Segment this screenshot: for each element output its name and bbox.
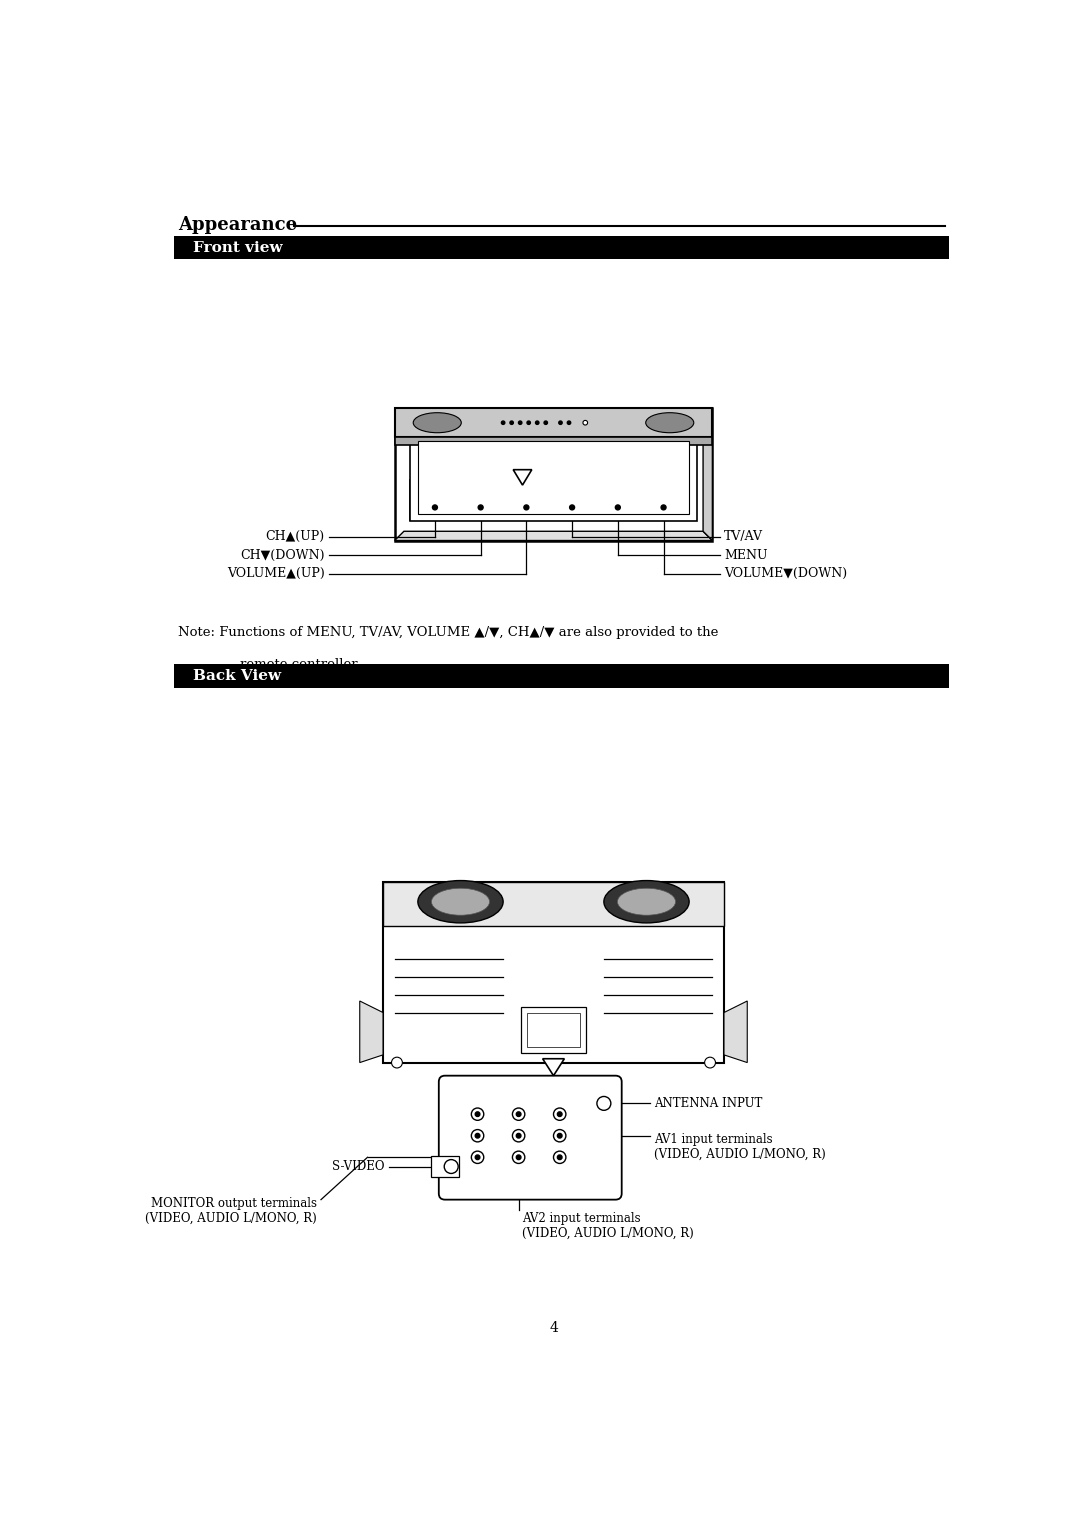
Text: AV2
IN: AV2 IN <box>513 1089 525 1098</box>
Circle shape <box>658 502 670 513</box>
Circle shape <box>518 421 522 425</box>
Text: AV1 input terminals
(VIDEO, AUDIO L/MONO, R): AV1 input terminals (VIDEO, AUDIO L/MONO… <box>654 1133 826 1161</box>
Circle shape <box>583 420 588 425</box>
Text: POWER SWITCH: POWER SWITCH <box>569 464 672 478</box>
Circle shape <box>566 502 578 513</box>
Circle shape <box>558 421 563 425</box>
Circle shape <box>616 505 620 510</box>
Text: CH▲: CH▲ <box>426 486 444 493</box>
Bar <box>521 1008 586 1054</box>
Text: MONITOR output terminals
(VIDEO, AUDIO L/MONO, R): MONITOR output terminals (VIDEO, AUDIO L… <box>146 1197 318 1225</box>
Circle shape <box>475 1112 480 1116</box>
Circle shape <box>444 1159 458 1173</box>
Circle shape <box>510 421 513 425</box>
Text: AV2 input terminals
(VIDEO, AUDIO L/MONO, R): AV2 input terminals (VIDEO, AUDIO L/MONO… <box>523 1212 694 1240</box>
Bar <box>410 434 697 521</box>
Circle shape <box>567 421 570 425</box>
Circle shape <box>661 505 666 510</box>
Ellipse shape <box>604 881 689 922</box>
Circle shape <box>475 1154 480 1159</box>
Polygon shape <box>703 408 713 541</box>
Text: AV1
IN: AV1 IN <box>554 1089 566 1098</box>
Polygon shape <box>394 531 713 541</box>
Bar <box>394 437 713 444</box>
Circle shape <box>471 1130 484 1142</box>
Ellipse shape <box>618 889 676 915</box>
Text: 4: 4 <box>549 1321 558 1335</box>
Bar <box>394 408 713 541</box>
Circle shape <box>554 1151 566 1164</box>
Circle shape <box>557 1112 562 1116</box>
Circle shape <box>554 1130 566 1142</box>
Text: CH▲(UP): CH▲(UP) <box>266 530 325 544</box>
Text: CH▼(DOWN): CH▼(DOWN) <box>241 548 325 562</box>
Bar <box>431 1156 459 1177</box>
Text: TV/AV: TV/AV <box>724 530 762 544</box>
Text: Note: Functions of MENU, TV/AV, VOLUME ▲/▼, CH▲/▼ are also provided to the: Note: Functions of MENU, TV/AV, VOLUME ▲… <box>177 626 718 638</box>
Circle shape <box>516 1154 521 1159</box>
Polygon shape <box>360 1002 383 1063</box>
Bar <box>174 237 948 260</box>
Ellipse shape <box>431 889 489 915</box>
Circle shape <box>432 505 437 510</box>
Circle shape <box>429 502 441 513</box>
Text: TV/AV: TV/AV <box>651 486 675 493</box>
Text: AV
OUT: AV OUT <box>471 1089 484 1098</box>
Ellipse shape <box>414 412 461 432</box>
Polygon shape <box>542 1058 565 1075</box>
Circle shape <box>475 1133 480 1138</box>
Circle shape <box>501 421 504 425</box>
Text: Front view: Front view <box>193 241 283 255</box>
Bar <box>527 1014 580 1048</box>
Circle shape <box>612 502 623 513</box>
Text: S-VHR: S-VHR <box>437 1156 453 1161</box>
Text: VOL▼: VOL▼ <box>561 486 583 493</box>
Circle shape <box>516 1133 521 1138</box>
Bar <box>174 664 948 687</box>
Text: VOLUME▲(UP): VOLUME▲(UP) <box>227 567 325 580</box>
Circle shape <box>527 421 530 425</box>
FancyBboxPatch shape <box>438 1075 622 1200</box>
Circle shape <box>524 505 529 510</box>
Circle shape <box>471 1151 484 1164</box>
Circle shape <box>597 1096 611 1110</box>
Circle shape <box>554 1109 566 1121</box>
Text: CH▼: CH▼ <box>472 486 489 493</box>
Text: Back View: Back View <box>193 669 281 683</box>
Circle shape <box>521 502 532 513</box>
Bar <box>410 479 681 519</box>
Bar <box>383 881 724 927</box>
Polygon shape <box>724 1002 747 1063</box>
Bar <box>418 441 689 513</box>
Circle shape <box>536 421 539 425</box>
Ellipse shape <box>646 412 693 432</box>
Circle shape <box>516 1112 521 1116</box>
Text: S-VIDEO: S-VIDEO <box>332 1161 384 1173</box>
Circle shape <box>512 1109 525 1121</box>
Circle shape <box>557 1154 562 1159</box>
Circle shape <box>475 502 486 513</box>
Text: Appearance: Appearance <box>177 215 297 234</box>
Bar <box>383 881 724 1063</box>
Bar <box>394 408 713 437</box>
Text: VOLUME▼(DOWN): VOLUME▼(DOWN) <box>724 567 847 580</box>
Polygon shape <box>513 470 531 486</box>
Circle shape <box>512 1151 525 1164</box>
Text: ANTENNA INPUT: ANTENNA INPUT <box>654 1096 762 1110</box>
Circle shape <box>704 1057 715 1067</box>
Circle shape <box>392 1057 403 1067</box>
Text: VOL▲: VOL▲ <box>515 486 538 493</box>
Text: MENU: MENU <box>724 548 768 562</box>
Circle shape <box>512 1130 525 1142</box>
Circle shape <box>557 1133 562 1138</box>
Circle shape <box>478 505 483 510</box>
Circle shape <box>471 1109 484 1121</box>
Ellipse shape <box>418 881 503 922</box>
Text: MENU: MENU <box>605 486 631 493</box>
Circle shape <box>544 421 548 425</box>
Circle shape <box>569 505 575 510</box>
Text: remote controller.: remote controller. <box>240 658 360 672</box>
